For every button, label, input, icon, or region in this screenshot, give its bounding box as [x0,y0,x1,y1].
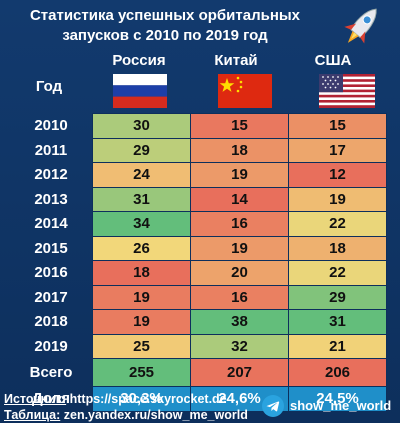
table-row: 2011 29 18 17 [10,137,387,163]
source-label: Источник: [4,392,67,406]
year-cell: 2019 [34,337,68,355]
value-cell-china: 16 [190,211,289,237]
source-line: Источник: https://space.skyrocket.de [4,392,227,406]
value-cell-usa: 22 [288,260,387,286]
header-china: Китай [214,52,258,69]
year-cell: 2012 [34,166,68,184]
value-cell-china: 19 [190,162,289,188]
value-cell-usa: 17 [288,137,387,163]
value-cell-china: 19 [190,235,289,261]
value-cell-russia: 19 [92,309,191,335]
value-cell-usa: 21 [288,333,387,359]
year-cell: 2016 [34,264,68,282]
share-label: Доля [32,390,70,408]
russia-flag-icon [113,74,167,108]
total-cell-china: 207 [190,358,289,387]
title-line-2: запусков с 2010 по 2019 год [62,27,268,44]
value-cell-usa: 18 [288,235,387,261]
rocket-icon [344,8,377,44]
value-cell-russia: 34 [92,211,191,237]
value-cell-china: 15 [190,113,289,139]
total-cell-usa: 206 [288,358,387,387]
total-cell-russia: 255 [92,358,191,387]
header-usa: США [314,52,352,69]
value-cell-usa: 31 [288,309,387,335]
value-cell-china: 16 [190,284,289,310]
table-row: 2016 18 20 22 [10,260,387,286]
value-cell-china: 18 [190,137,289,163]
value-cell-russia: 30 [92,113,191,139]
title-line-1: Статистика успешных орбитальных [29,7,301,24]
value-cell-usa: 19 [288,186,387,212]
value-cell-russia: 18 [92,260,191,286]
table-link[interactable]: zen.yandex.ru/show_me_world [63,408,248,422]
value-cell-china: 38 [190,309,289,335]
table-row: 2017 19 16 29 [10,284,387,310]
year-cell: 2017 [34,288,68,306]
value-cell-usa: 15 [288,113,387,139]
value-cell-usa: 22 [288,211,387,237]
year-cell: 2018 [34,313,68,331]
table-row: 2013 31 14 19 [10,186,387,212]
year-cell: 2013 [34,190,68,208]
year-cell: 2010 [34,117,68,135]
table-row: 2010 30 15 15 [10,113,387,139]
usa-flag-icon [319,74,375,108]
year-cell: 2015 [34,239,68,257]
value-cell-china: 20 [190,260,289,286]
value-cell-usa: 12 [288,162,387,188]
source-link[interactable]: https://space.skyrocket.de [69,392,227,406]
total-row: Всего 255 207 206 [10,358,387,387]
table-row: 2014 34 16 22 [10,211,387,237]
table-label: Таблица: [4,408,61,422]
year-cell: 2014 [34,215,68,233]
table-row: 2012 24 19 12 [10,162,387,188]
value-cell-russia: 26 [92,235,191,261]
value-cell-usa: 29 [288,284,387,310]
launch-table: 2010 30 15 15 2011 29 18 17 2012 24 19 12 2013 31 14 19… [10,113,387,412]
total-label: Всего [29,364,73,381]
value-cell-russia: 19 [92,284,191,310]
year-cell: 2011 [34,141,68,159]
share-cell-usa: 24,5% [288,386,387,412]
table-row: 2018 19 38 31 [10,309,387,335]
value-cell-russia: 29 [92,137,191,163]
channel-name[interactable]: show_me_world [290,398,392,413]
telegram-icon[interactable] [262,395,284,417]
value-cell-china: 32 [190,333,289,359]
table-credit-line: Таблица: zen.yandex.ru/show_me_world [4,408,248,422]
value-cell-china: 14 [190,186,289,212]
table-row: 2019 25 32 21 [10,333,387,359]
value-cell-russia: 31 [92,186,191,212]
chart-title: Статистика успешных орбитальных запусков… [0,6,330,46]
value-cell-russia: 25 [92,333,191,359]
table-row: 2015 26 19 18 [10,235,387,261]
china-flag-icon [218,74,272,108]
header-russia: Россия [112,52,166,69]
header-year: Год [35,78,63,95]
value-cell-russia: 24 [92,162,191,188]
share-cell-russia: 30,3% [92,386,191,412]
